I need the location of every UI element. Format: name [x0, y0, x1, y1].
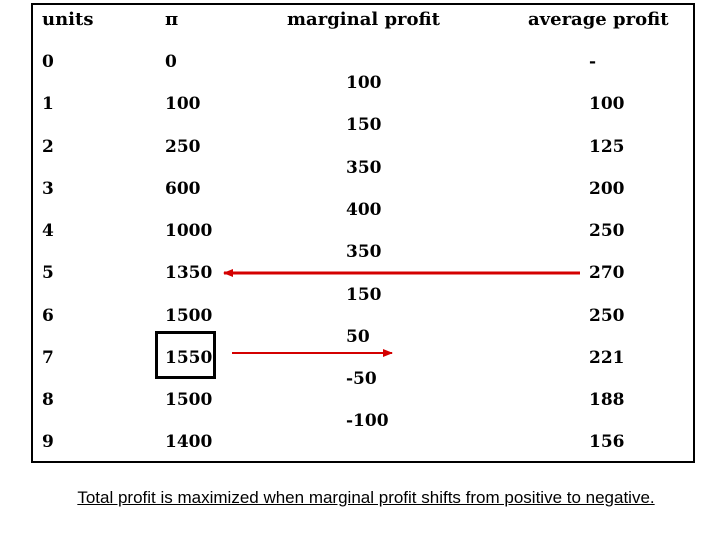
marginal-value: -100: [346, 411, 389, 431]
marginal-value: 350: [346, 158, 382, 178]
marginal-value: 400: [346, 200, 382, 220]
row-average: 100: [589, 94, 625, 114]
header-units: units: [42, 9, 94, 30]
row-profit: 1350: [165, 263, 213, 283]
header-average-profit: average profit: [528, 9, 669, 30]
row-profit: 1500: [165, 306, 213, 326]
row-units: 0: [42, 52, 54, 72]
row-average: 188: [589, 390, 625, 410]
row-profit: 0: [165, 52, 177, 72]
row-profit-max: 1550: [165, 348, 213, 368]
caption: Total profit is maximized when marginal …: [77, 488, 655, 507]
row-units: 8: [42, 390, 54, 410]
row-profit: 1000: [165, 221, 213, 241]
row-units: 1: [42, 94, 54, 114]
row-average: -: [589, 52, 597, 72]
row-units: 6: [42, 306, 54, 326]
row-units: 7: [42, 348, 54, 368]
marginal-value: -50: [346, 369, 377, 389]
row-average: 156: [589, 432, 625, 452]
row-units: 5: [42, 263, 54, 283]
header-profit: π: [165, 9, 179, 30]
row-average: 125: [589, 137, 625, 157]
row-profit: 250: [165, 137, 201, 157]
row-average: 200: [589, 179, 625, 199]
marginal-value: 100: [346, 73, 382, 93]
marginal-value: 150: [346, 285, 382, 305]
row-units: 2: [42, 137, 54, 157]
row-profit: 600: [165, 179, 201, 199]
row-average: 250: [589, 306, 625, 326]
marginal-value: 150: [346, 115, 382, 135]
row-profit: 1400: [165, 432, 213, 452]
marginal-value: 350: [346, 242, 382, 262]
marginal-value: 50: [346, 327, 370, 347]
header-marginal-profit: marginal profit: [287, 9, 440, 30]
row-average: 221: [589, 348, 625, 368]
row-profit: 100: [165, 94, 201, 114]
max-profit-highlight-box: [155, 331, 216, 379]
row-average: 250: [589, 221, 625, 241]
row-profit: 1500: [165, 390, 213, 410]
table-frame: [31, 3, 695, 463]
row-units: 9: [42, 432, 54, 452]
row-average: 270: [589, 263, 625, 283]
row-units: 4: [42, 221, 54, 241]
row-units: 3: [42, 179, 54, 199]
